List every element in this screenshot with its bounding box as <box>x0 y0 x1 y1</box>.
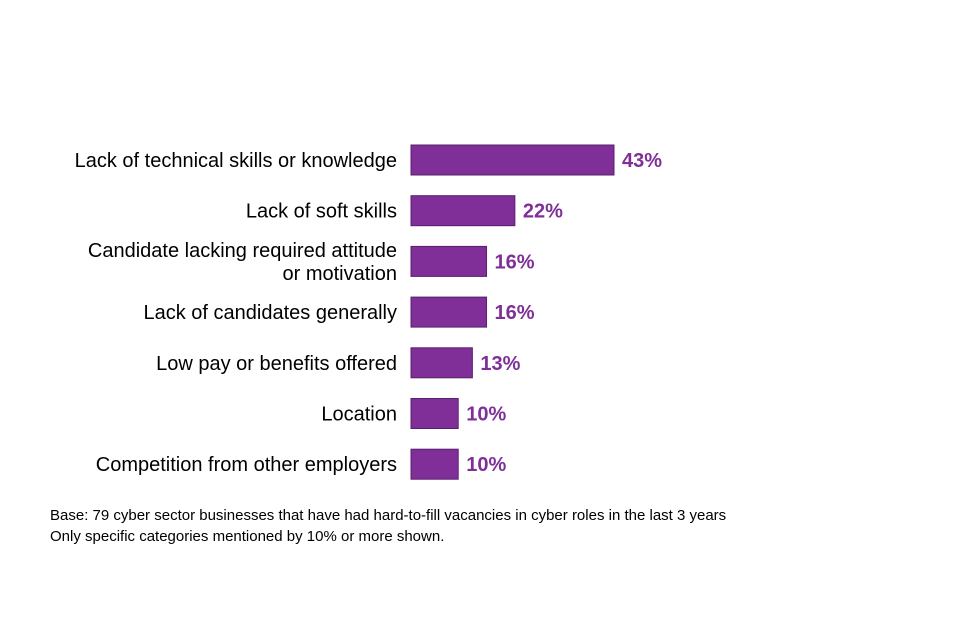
category-label: Low pay or benefits offered <box>156 353 397 375</box>
category-label: or motivation <box>283 263 398 285</box>
category-label: Competition from other employers <box>96 454 397 476</box>
value-label: 22% <box>523 201 563 223</box>
category-label: Lack of candidates generally <box>144 302 398 324</box>
value-label: 16% <box>495 251 535 273</box>
category-label: Lack of soft skills <box>246 201 397 223</box>
value-label: 16% <box>495 302 535 324</box>
category-label: Candidate lacking required attitude <box>88 240 397 262</box>
bar <box>410 144 615 176</box>
category-label: Location <box>321 404 397 426</box>
value-label: 43% <box>622 150 662 172</box>
value-label: 13% <box>480 353 520 375</box>
category-label: Lack of technical skills or knowledge <box>75 150 397 172</box>
filter-note: Only specific categories mentioned by 10… <box>50 528 445 545</box>
bar <box>410 448 459 480</box>
value-label: 10% <box>466 454 506 476</box>
bar <box>410 245 488 277</box>
bar <box>410 296 488 328</box>
base-note: Base: 79 cyber sector businesses that ha… <box>50 507 727 524</box>
bar <box>410 195 516 227</box>
bar <box>410 347 473 379</box>
value-label: 10% <box>466 404 506 426</box>
bar <box>410 398 459 429</box>
